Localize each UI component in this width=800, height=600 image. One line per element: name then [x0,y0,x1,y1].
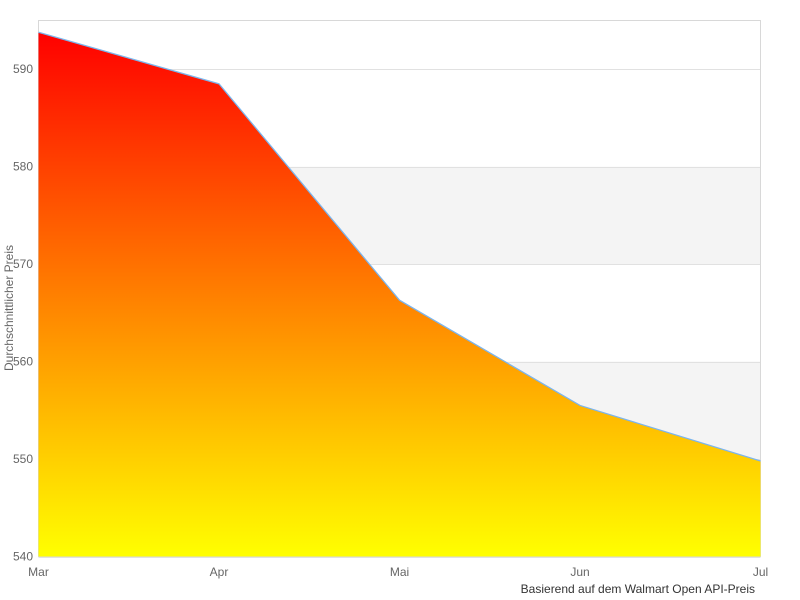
y-tick-label: 540 [13,550,33,564]
x-tick-label: Mar [28,565,49,579]
chart-caption: Basierend auf dem Walmart Open API-Preis [520,582,755,596]
y-axis-title: Durchschnittlicher Preis [2,244,16,372]
y-tick-label: 590 [13,62,33,76]
x-tick-label: Apr [210,565,229,579]
area-series-fill [38,32,761,557]
x-tick-label: Mai [390,565,409,579]
x-axis-tick-labels: Mar Apr Mai Jun Jul [28,565,768,579]
y-axis-tick-labels: 540 550 560 570 580 590 [13,62,33,563]
y-tick-label: 560 [13,355,33,369]
y-tick-label: 550 [13,452,33,466]
y-tick-label: 580 [13,160,33,174]
x-tick-label: Jul [753,565,768,579]
x-tick-label: Jun [570,565,589,579]
area-series-line [38,31,761,462]
y-tick-label: 570 [13,257,33,271]
